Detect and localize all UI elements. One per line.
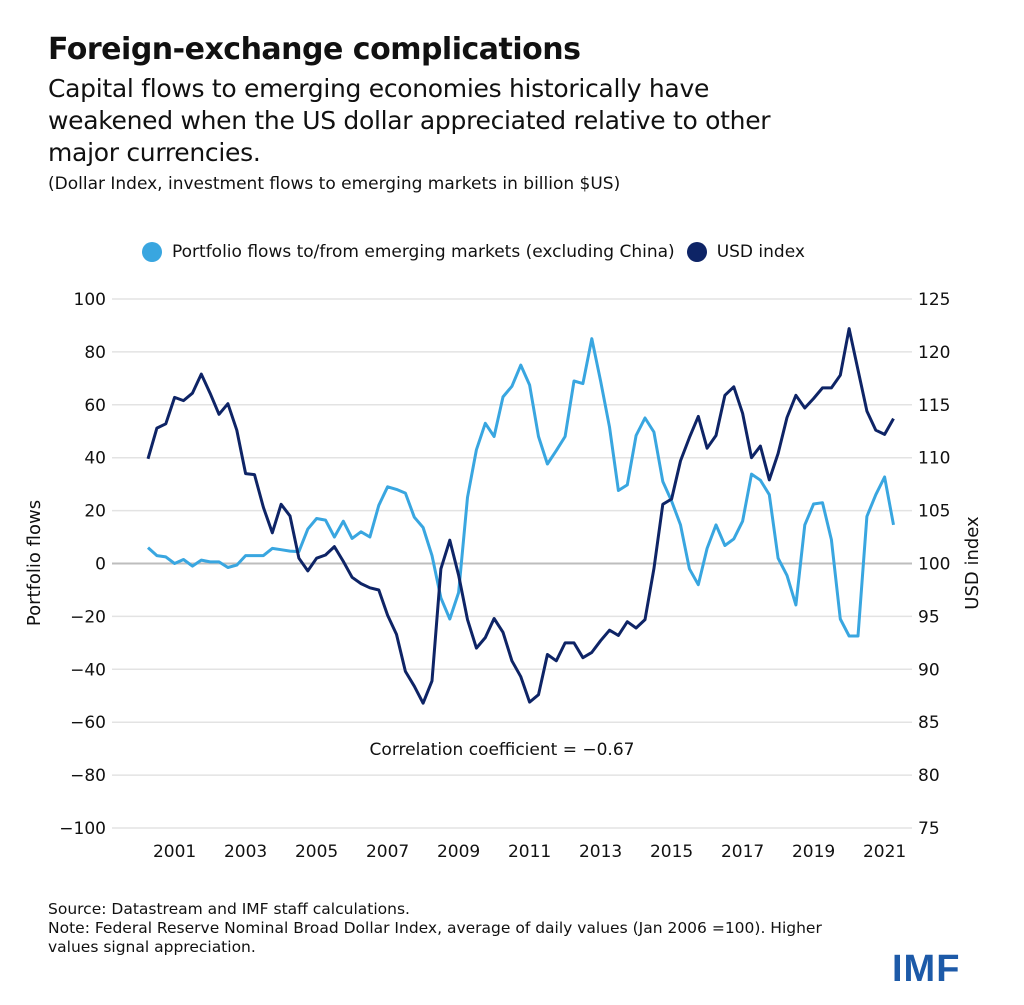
y-right-tick-label: 105 xyxy=(918,502,950,522)
legend: Portfolio flows to/from emerging markets… xyxy=(142,242,817,262)
y-left-tick-label: −80 xyxy=(70,766,106,786)
y-axis-left-label: Portfolio flows xyxy=(24,500,45,626)
y-left-tick-label: −40 xyxy=(70,660,106,680)
x-tick-label: 2017 xyxy=(721,842,764,862)
y-right-tick-label: 95 xyxy=(918,607,940,627)
x-tick-label: 2005 xyxy=(295,842,338,862)
y-right-tick-label: 75 xyxy=(918,819,940,839)
x-tick-label: 2011 xyxy=(508,842,551,862)
y-right-tick-label: 120 xyxy=(918,343,950,363)
y-axis-right-label: USD index xyxy=(962,516,983,610)
chart-title: Foreign-exchange complications xyxy=(48,32,581,67)
y-left-tick-label: −100 xyxy=(59,819,106,839)
y-right-tick-label: 115 xyxy=(918,396,950,416)
y-left-tick-label: −60 xyxy=(70,713,106,733)
imf-logo: IMF xyxy=(892,948,961,990)
x-tick-label: 2013 xyxy=(579,842,622,862)
footnotes: Source: Datastream and IMF staff calcula… xyxy=(48,900,822,957)
y-right-tick-label: 80 xyxy=(918,766,940,786)
y-left-tick-label: 40 xyxy=(84,449,106,469)
legend-marker-portfolio xyxy=(142,242,162,262)
x-tick-label: 2021 xyxy=(863,842,906,862)
subtitle-line: weakened when the US dollar appreciated … xyxy=(48,106,771,135)
y-right-tick-label: 110 xyxy=(918,449,950,469)
y-right-tick-label: 85 xyxy=(918,713,940,733)
y-right-tick-label: 125 xyxy=(918,290,950,310)
x-tick-label: 2009 xyxy=(437,842,480,862)
x-tick-label: 2015 xyxy=(650,842,693,862)
legend-label-portfolio: Portfolio flows to/from emerging markets… xyxy=(172,242,675,262)
note-line: Note: Federal Reserve Nominal Broad Doll… xyxy=(48,919,822,937)
legend-marker-usd xyxy=(686,242,707,262)
note-line: values signal appreciation. xyxy=(48,938,256,956)
portfolio-flows-line xyxy=(146,337,895,638)
x-tick-label: 2001 xyxy=(153,842,196,862)
legend-label-usd: USD index xyxy=(716,242,805,262)
y-right-tick-label: 90 xyxy=(918,660,940,680)
x-tick-label: 2019 xyxy=(792,842,835,862)
x-tick-label: 2007 xyxy=(366,842,409,862)
source-text: Source: Datastream and IMF staff calcula… xyxy=(48,900,410,918)
y-left-tick-label: 80 xyxy=(84,343,106,363)
y-left-tick-label: 60 xyxy=(84,396,106,416)
subtitle-line: major currencies. xyxy=(48,138,261,167)
y-right-tick-label: 100 xyxy=(918,555,950,575)
units-note: (Dollar Index, investment flows to emerg… xyxy=(48,174,621,194)
y-left-tick-label: −20 xyxy=(70,607,106,627)
subtitle-line: Capital flows to emerging economies hist… xyxy=(48,74,710,103)
y-left-tick-label: 100 xyxy=(74,290,106,310)
x-tick-label: 2003 xyxy=(224,842,267,862)
correlation-annotation: Correlation coefficient = −0.67 xyxy=(370,740,635,760)
y-left-tick-label: 0 xyxy=(95,555,106,575)
usd-index-line xyxy=(146,327,895,705)
y-left-tick-label: 20 xyxy=(84,502,106,522)
